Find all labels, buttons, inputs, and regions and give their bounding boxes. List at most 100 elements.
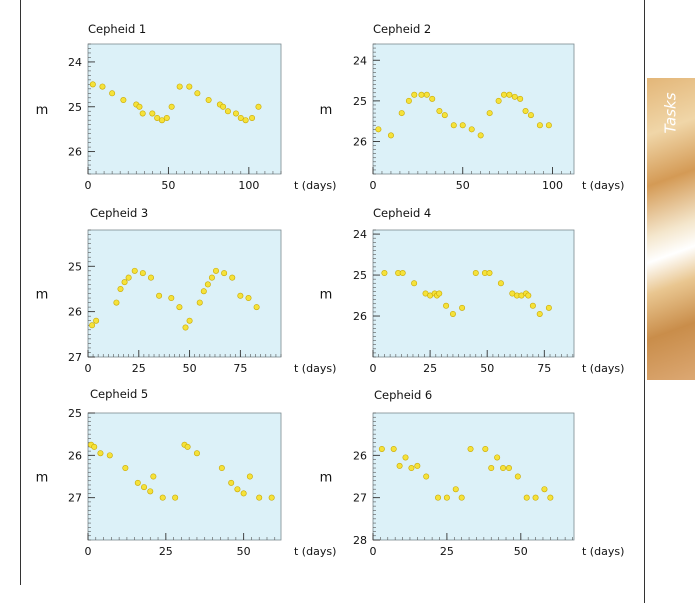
data-point	[117, 285, 124, 292]
x-tick-label: 75	[233, 362, 247, 375]
data-point	[435, 494, 442, 501]
data-point	[156, 292, 163, 299]
plot-area	[372, 412, 575, 541]
data-point	[488, 465, 495, 472]
x-axis-label: t (days)	[582, 545, 624, 558]
data-point	[408, 465, 415, 472]
data-point	[423, 473, 430, 480]
data-point	[150, 473, 157, 480]
data-point	[547, 494, 554, 501]
data-point	[486, 270, 493, 277]
data-point	[441, 112, 448, 119]
x-axis-label: t (days)	[294, 362, 336, 375]
data-point	[196, 299, 203, 306]
data-point	[109, 90, 116, 97]
data-point	[256, 494, 263, 501]
data-point	[186, 317, 193, 324]
chart-cepheid-1: 0 50 100 24 25 26 Cepheid 1 m t (days)	[36, 22, 337, 192]
chart-title: Cepheid 3	[90, 206, 148, 220]
data-point	[486, 110, 493, 117]
data-point	[193, 450, 200, 457]
data-point	[378, 445, 385, 452]
data-point	[141, 484, 148, 491]
x-tick-label: 50	[514, 545, 528, 558]
plot-area	[372, 43, 575, 175]
data-point	[545, 304, 552, 311]
data-point	[405, 97, 412, 104]
data-point	[505, 465, 512, 472]
data-point	[375, 126, 382, 133]
data-point	[237, 292, 244, 299]
data-point	[414, 462, 421, 469]
x-tick-label: 25	[440, 545, 454, 558]
data-point	[514, 473, 521, 480]
data-point	[228, 479, 235, 486]
chart-title: Cepheid 4	[373, 206, 431, 220]
x-tick-label: 0	[370, 362, 377, 375]
data-point	[208, 274, 215, 281]
data-point	[545, 122, 552, 129]
x-tick-label: 50	[480, 362, 494, 375]
y-axis-label: m	[320, 288, 333, 303]
y-axis-label: m	[36, 288, 49, 303]
data-point	[120, 97, 127, 104]
data-point	[459, 122, 466, 129]
data-point	[121, 279, 128, 286]
data-point	[122, 465, 129, 472]
chart-title: Cepheid 1	[88, 22, 146, 36]
y-axis-label: m	[36, 103, 49, 118]
data-point	[506, 91, 513, 98]
x-tick-label: 50	[183, 362, 197, 375]
page-right-rule	[644, 0, 645, 603]
data-point	[399, 270, 406, 277]
data-point	[436, 108, 443, 115]
data-point	[134, 479, 141, 486]
y-tick-label: 25	[353, 269, 367, 282]
data-point	[93, 317, 100, 324]
y-tick-label: 25	[68, 101, 82, 114]
x-axis-label: t (days)	[294, 179, 336, 192]
data-point	[423, 91, 430, 98]
data-point	[467, 445, 474, 452]
data-point	[229, 274, 236, 281]
x-tick-label: 50	[237, 545, 251, 558]
data-point	[443, 494, 450, 501]
chart-cepheid-4: 0 25 50 75 24 25 26 Cepheid 4 m t (days)	[320, 206, 625, 375]
y-tick-label: 26	[353, 449, 367, 462]
chart-cepheid-3: 0 25 50 75 25 26 27 Cepheid 3 m t (days)	[36, 206, 337, 375]
data-point	[249, 114, 256, 121]
data-point	[495, 97, 502, 104]
data-point	[232, 110, 239, 117]
data-point	[387, 132, 394, 139]
data-point	[106, 452, 113, 459]
y-axis-label: m	[36, 471, 49, 486]
data-point	[182, 324, 189, 331]
y-tick-label: 26	[353, 310, 367, 323]
data-point	[381, 270, 388, 277]
data-point	[536, 122, 543, 129]
data-point	[429, 95, 436, 102]
x-tick-label: 0	[85, 362, 92, 375]
y-tick-label: 26	[68, 306, 82, 319]
data-point	[184, 443, 191, 450]
data-point	[154, 114, 161, 121]
data-point	[149, 110, 156, 117]
data-point	[97, 450, 104, 457]
data-point	[390, 445, 397, 452]
y-tick-label: 28	[353, 534, 367, 547]
x-tick-label: 25	[423, 362, 437, 375]
data-point	[240, 490, 247, 497]
data-point	[186, 83, 193, 90]
data-point	[501, 91, 508, 98]
plot-area	[372, 229, 575, 358]
data-point	[536, 310, 543, 317]
data-point	[511, 93, 518, 100]
y-axis-label: m	[320, 471, 333, 486]
data-point	[255, 103, 262, 110]
data-point	[172, 494, 179, 501]
chart-title: Cepheid 6	[374, 388, 432, 402]
data-point	[436, 290, 443, 297]
sidebar-tab[interactable]: Tasks	[647, 78, 695, 380]
data-point	[459, 304, 466, 311]
